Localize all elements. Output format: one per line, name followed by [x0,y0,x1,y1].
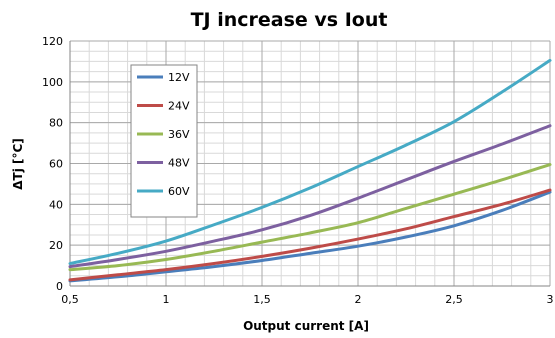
axes [69,41,550,287]
series-lines [68,58,552,283]
y-tick-label: 120 [42,35,63,48]
x-tick-label: 2 [355,293,362,306]
y-tick-label: 0 [56,280,63,293]
series-line-12v [68,190,552,283]
series-line-48v [68,124,552,269]
y-tick-label: 40 [49,198,63,211]
legend-label-48v: 48V [168,157,190,170]
legend-label-60v: 60V [168,185,190,198]
legend-label-36v: 36V [168,128,190,141]
series-line-60v [68,58,552,266]
legend: 12V 24V 36V 48V 60V [130,64,198,218]
x-tick-label: 1,5 [253,293,271,306]
series-line-36v [68,163,552,272]
x-tick-label: 0,5 [61,293,79,306]
tick-labels: 0,5 1 1,5 2 2,5 3 0 20 40 60 80 100 120 [42,35,554,306]
y-tick-label: 100 [42,76,63,89]
chart-title: TJ increase vs Iout [191,9,388,31]
y-axis-label: ΔTj [°C] [11,138,25,190]
y-tick-label: 20 [49,239,63,252]
series-line-24v [68,188,552,282]
x-tick-label: 2,5 [445,293,463,306]
legend-label-12v: 12V [168,71,190,84]
x-tick-label: 3 [547,293,554,306]
x-tick-label: 1 [163,293,170,306]
x-axis-label: Output current [A] [243,319,369,333]
y-tick-label: 60 [49,158,63,171]
legend-label-24v: 24V [168,100,190,113]
y-tick-label: 80 [49,117,63,130]
